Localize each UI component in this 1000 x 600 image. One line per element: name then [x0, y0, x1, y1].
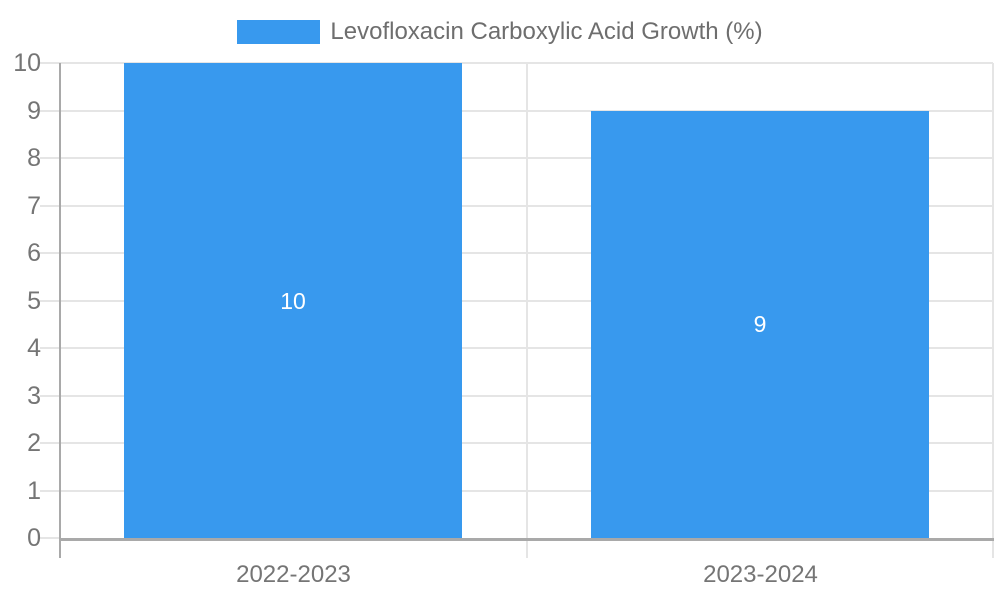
bar-value-label: 10	[280, 288, 306, 314]
x-gridline	[525, 63, 528, 558]
y-gridline	[40, 537, 60, 539]
x-axis-line	[59, 538, 994, 541]
x-axis-category-label: 2023-2024	[703, 561, 818, 588]
bar-2023-2024[interactable]	[591, 110, 929, 538]
x-gridline	[992, 63, 994, 558]
y-axis-tick-label: 6	[27, 239, 41, 267]
y-gridline	[40, 109, 993, 112]
y-axis-tick-label: 7	[27, 191, 41, 220]
y-gridline	[40, 62, 993, 64]
bar-2022-2023[interactable]	[124, 63, 462, 538]
y-gridline	[40, 347, 993, 349]
y-gridline	[40, 204, 993, 207]
legend-swatch	[237, 20, 321, 44]
chart-legend[interactable]: Levofloxacin Carboxylic Acid Growth (%)	[0, 18, 1000, 46]
y-axis-tick-label: 3	[27, 381, 41, 410]
y-gridline	[40, 442, 993, 444]
legend-label: Levofloxacin Carboxylic Acid Growth (%)	[330, 18, 763, 45]
y-axis-tick-label: 2	[27, 429, 41, 457]
y-axis-tick-label: 5	[27, 286, 41, 315]
y-gridline	[40, 252, 993, 254]
y-gridline	[40, 489, 993, 492]
y-gridline	[40, 299, 993, 302]
bar-value-label: 9	[753, 311, 767, 337]
y-axis-tick-label: 1	[27, 476, 41, 505]
y-axis-tick-label: 9	[27, 96, 41, 125]
y-gridline	[40, 157, 993, 159]
y-axis-tick-label: 10	[13, 49, 41, 77]
x-axis-category-label: 2022-2023	[236, 561, 351, 588]
y-axis-tick-label: 4	[27, 334, 41, 362]
y-axis-tick-label: 0	[27, 524, 41, 552]
y-axis-tick-label: 8	[27, 144, 41, 172]
y-gridline	[40, 394, 993, 397]
y-axis-line	[59, 63, 61, 558]
